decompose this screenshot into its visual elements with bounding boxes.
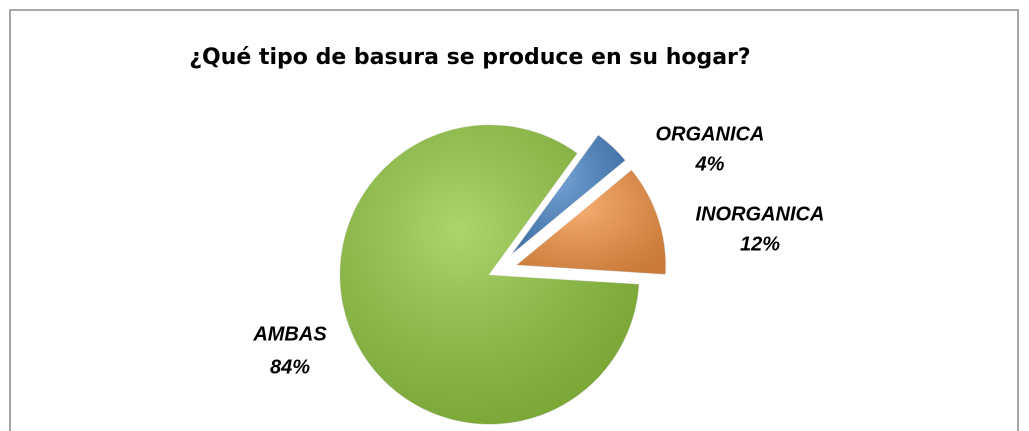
slice-label: ORGANICA — [656, 123, 765, 145]
slice-value-label: 84% — [270, 356, 310, 378]
slice-shade — [515, 169, 666, 275]
slice-label: INORGANICA — [696, 203, 825, 225]
slice-shade — [339, 124, 640, 425]
slice-shade — [510, 134, 626, 256]
slice-value-label: 12% — [740, 233, 780, 255]
slice-label: AMBAS — [252, 323, 327, 345]
chart-title: ¿Qué tipo de basura se produce en su hog… — [189, 45, 750, 70]
slice-value-label: 4% — [695, 153, 725, 175]
